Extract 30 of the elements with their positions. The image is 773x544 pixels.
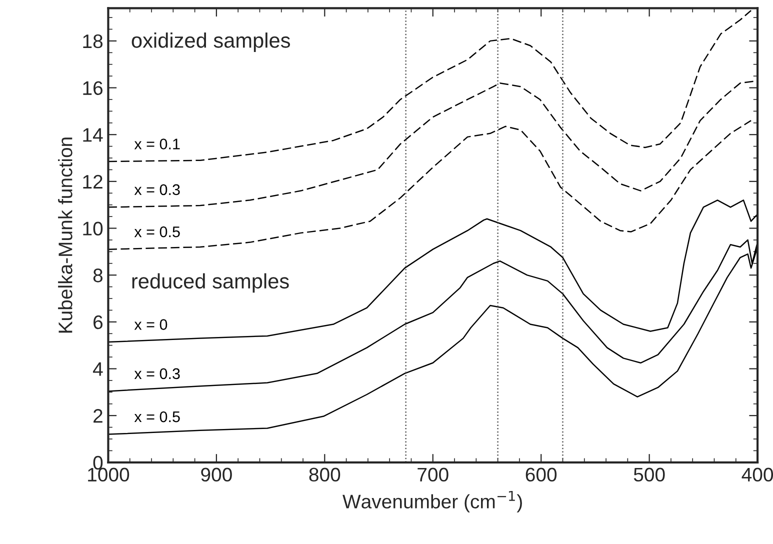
annotation: oxidized samples [132, 32, 290, 52]
x-tick-label: 900 [201, 468, 232, 482]
y-tick-label: 2 [94, 409, 102, 423]
annotation: reduced samples [132, 273, 289, 293]
x-axis-title: Wavenumber (cm$^{−1}$) [342, 490, 522, 512]
line-series [108, 200, 758, 343]
y-tick-label: 10 [83, 222, 103, 236]
series-label: x = 0 [134, 319, 168, 330]
x-tick-label: 700 [418, 468, 448, 482]
y-axis-title: Kubelka-Munk function [58, 138, 72, 333]
y-tick-label: 8 [93, 268, 103, 282]
series-label: x = 0.5 [134, 411, 180, 422]
y-tick-label: 16 [83, 81, 103, 96]
y-tick-label: 18 [83, 34, 103, 48]
x-tick-label: 500 [634, 468, 665, 482]
y-tick-label: 14 [83, 128, 103, 142]
y-tick-label: 6 [94, 315, 103, 330]
y-tick-label: 12 [83, 174, 102, 188]
x-tick-label: 600 [526, 468, 557, 482]
series-label: x = 0.3 [134, 184, 180, 196]
y-tick-label: 4 [92, 362, 103, 376]
series-label: x = 0.5 [134, 226, 180, 238]
series-label: x = 0.1 [134, 138, 180, 150]
x-tick-label: 800 [309, 468, 340, 482]
y-tick-label: 0 [93, 456, 103, 470]
series-label: x = 0.3 [134, 368, 180, 380]
x-tick-label: 1000 [88, 468, 130, 482]
line-series [108, 120, 752, 250]
x-tick-label: 400 [742, 468, 773, 482]
line-series [108, 10, 752, 162]
